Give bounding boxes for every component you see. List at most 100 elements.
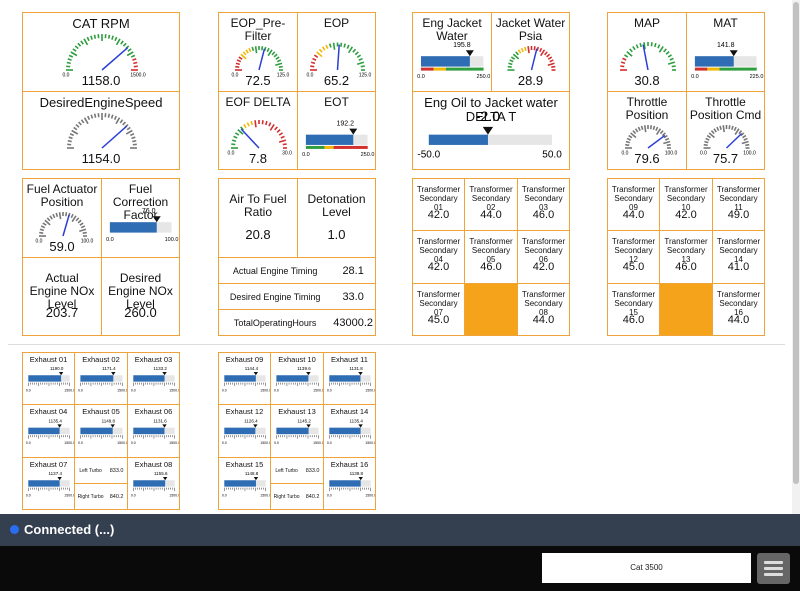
gauge-tick: [77, 121, 82, 126]
gauge-tick: [517, 49, 522, 54]
gauge-tick: [321, 46, 326, 51]
gauge-tick: [547, 62, 555, 66]
gauge-tick: [238, 56, 243, 60]
widget-title: EOT: [324, 95, 349, 109]
gauge-tick: [533, 46, 536, 51]
bar-range-label: 0.0: [106, 237, 114, 243]
bar-fill: [428, 134, 488, 145]
bar-value: 195.8: [453, 42, 471, 49]
gauge-tick: [264, 120, 268, 126]
gauge-tick: [254, 46, 258, 54]
bar-range-label: 0.0: [26, 388, 31, 392]
gauge-tick: [122, 121, 127, 126]
gauge-tick: [310, 65, 315, 68]
bar-band: [321, 145, 325, 149]
gauge-tick: [107, 34, 111, 39]
gauge-tick: [661, 132, 666, 137]
widget-title: Exhaust 14: [330, 407, 369, 416]
gauge-range-label: 0.0: [36, 238, 43, 244]
widget-cell: Desired Engine Timing 33.0: [218, 283, 376, 310]
widget-cell: Transformer Secondary 13 46.0: [659, 230, 713, 284]
gauge-tick: [722, 125, 726, 133]
widget-cell: Exhaust 12 1126.4 0.0 1500.0: [218, 404, 271, 458]
bar-range-label: 0.0: [302, 152, 310, 158]
gauge-tick: [245, 49, 249, 54]
widget-cell: Transformer Secondary 15 46.0: [607, 283, 660, 336]
gauge-tick: [508, 62, 513, 66]
widget-graphic: 76.0 0.0 100.0: [106, 208, 178, 243]
bar-fill: [80, 427, 113, 435]
gauge-tick: [343, 43, 347, 48]
gauge-tick: [111, 35, 114, 40]
gauge-tick: [39, 231, 44, 234]
gauge-tick: [671, 65, 676, 68]
bar-fill: [329, 375, 361, 382]
bar-band: [312, 145, 316, 149]
gauge-tick: [653, 42, 657, 48]
widget-title: Transformer Secondary 07: [416, 290, 461, 317]
gauge-tick: [547, 56, 553, 60]
row-value: 33.0: [342, 290, 364, 303]
gauge-tick: [630, 132, 637, 139]
gauge-tick: [325, 44, 329, 49]
widget-value: 42.0: [675, 208, 697, 221]
panel: Transformer Secondary 01 42.0 Transformer …: [412, 178, 570, 336]
menu-button[interactable]: [757, 553, 790, 584]
gauge-tick: [734, 128, 740, 135]
bar-band: [719, 67, 723, 71]
widget-title: Exhaust 13: [278, 407, 316, 416]
widget-graphic: 1137.4 0.0 1500.0: [26, 471, 74, 497]
gauge-tick: [248, 47, 252, 53]
gauge-tick: [663, 48, 667, 53]
bar-band: [753, 67, 757, 71]
widget-title: Transformer Secondary 01: [416, 185, 461, 212]
menu-bar: [764, 573, 783, 576]
bar-value: 1139.6: [297, 366, 311, 371]
bar-band: [355, 145, 359, 149]
widget-title: Jacket Water Psia: [495, 16, 566, 44]
bar-fill: [133, 375, 165, 382]
widget-cell: EOT 192.2 0.0 250.0: [297, 91, 376, 170]
bar-band: [464, 67, 468, 71]
gauge-tick: [40, 225, 46, 229]
gauge-needle: [101, 125, 128, 149]
widget-title: Transformer Secondary 03: [521, 185, 566, 212]
bar-band: [731, 67, 736, 71]
bar-range-label: 1500.0: [64, 388, 75, 392]
bar-band: [716, 67, 720, 71]
widget-value: 45.0: [622, 261, 645, 274]
bar-range-label: 0.0: [222, 493, 227, 497]
bar-range-label: 0.0: [26, 441, 31, 445]
bar-value: 1190.0: [50, 366, 64, 371]
widget-cell: Left Turbo 833.0: [74, 457, 128, 484]
bar-fill: [224, 427, 256, 435]
widget-graphic: 0.0 100.0: [622, 125, 677, 156]
gauge-tick: [328, 43, 332, 48]
bar-range-label: -50.0: [417, 150, 440, 161]
gauge-tick: [708, 132, 715, 139]
gauge-tick: [626, 51, 633, 57]
bar-band: [725, 67, 729, 71]
status-text: Connected (...): [24, 522, 115, 537]
bar-marker: [111, 371, 116, 376]
widget-cell: Transformer Secondary 09 44.0: [607, 178, 660, 231]
widget-title: Exhaust 03: [134, 355, 173, 364]
bar-band: [694, 67, 699, 71]
gauge-tick: [77, 42, 82, 47]
widget-title: Fuel Actuator Position: [26, 182, 98, 210]
widget-title: Actual Engine NOx Level: [29, 271, 95, 312]
bar-range-label: 1500.0: [365, 388, 376, 392]
gauge-tick: [74, 45, 79, 50]
gauge-tick: [667, 54, 672, 58]
bar-range-label: 1500.0: [260, 441, 271, 445]
gauge-tick: [93, 113, 97, 118]
bar-value: 1137.4: [49, 471, 63, 476]
gauge-tick: [657, 44, 661, 49]
gauge-needle: [725, 132, 743, 149]
widget-graphic: 1148.8 0.0 1500.0: [222, 471, 270, 497]
gauge-tick: [745, 143, 750, 147]
bar-value: 1126.4: [244, 418, 258, 423]
gauge-tick: [55, 212, 59, 218]
panel: Transformer Secondary 09 44.0 Transformer …: [607, 178, 765, 336]
widget-value: 1158.0: [81, 73, 121, 88]
